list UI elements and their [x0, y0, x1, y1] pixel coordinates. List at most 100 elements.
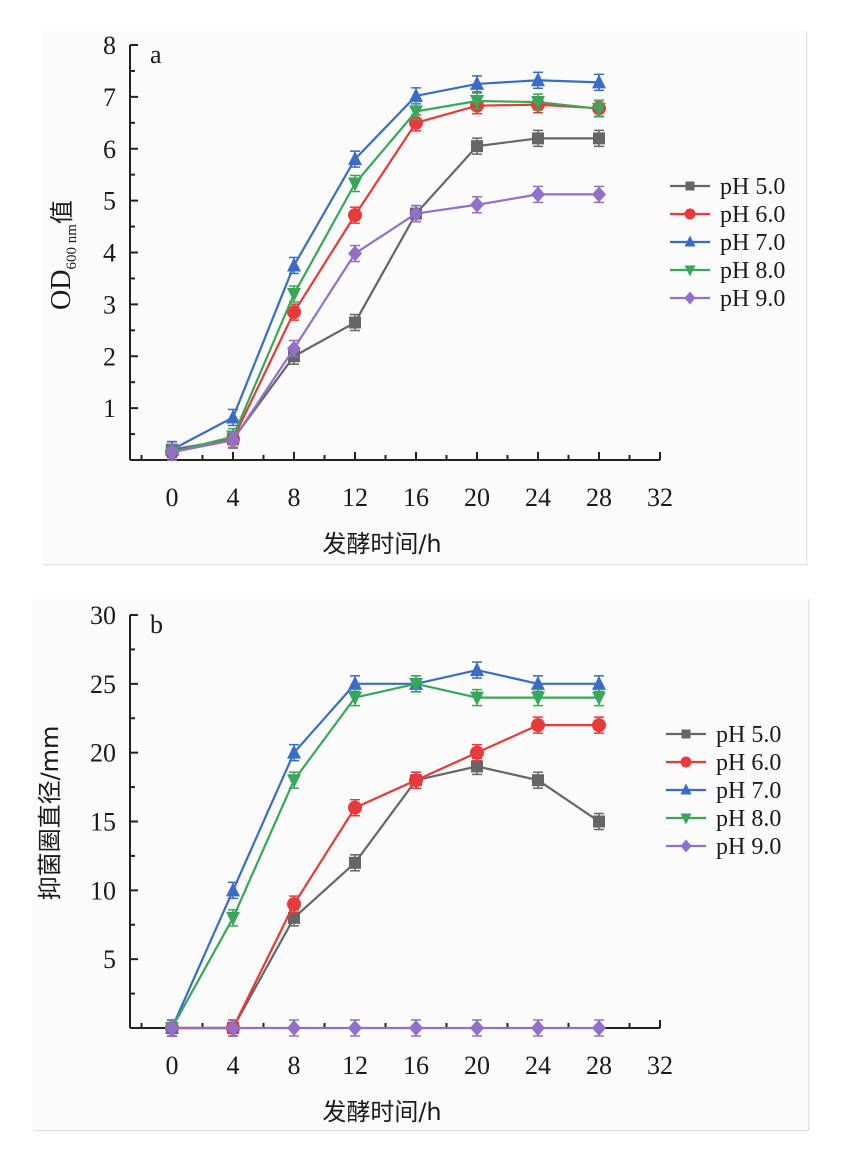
data-point [348, 1020, 362, 1036]
x-tick-label: 8 [288, 483, 301, 512]
data-point [592, 186, 606, 203]
legend-label: pH 9.0 [716, 834, 781, 860]
series-pH-7-0 [165, 661, 606, 1037]
x-tick-label: 24 [525, 483, 551, 512]
data-point [287, 340, 301, 357]
x-tick-label: 28 [586, 1051, 612, 1080]
x-tick-label: 20 [464, 483, 490, 512]
legend-marker [685, 181, 695, 191]
data-point [592, 102, 606, 117]
data-point [592, 675, 606, 690]
series-line [171, 99, 600, 454]
legend-label: pH 5.0 [716, 722, 781, 748]
series-line [172, 724, 599, 1030]
chart-panel-b: 5 10 15 20 25 30 0 4 8 12 16 20 24 28 32 b 发酵时间/h 抑菌圈直径/m… [32, 598, 808, 1130]
legend-marker [681, 729, 691, 739]
data-point [288, 911, 300, 924]
x-tick-label: 16 [403, 483, 429, 512]
series-pH-9-0 [165, 185, 606, 461]
series-line [170, 668, 599, 1029]
data-point [348, 800, 362, 815]
data-point [531, 1020, 545, 1036]
x-tick-label: 4 [227, 1051, 240, 1080]
legend-label: pH 7.0 [720, 230, 785, 256]
legend-marker [680, 813, 692, 825]
series-pH-9-0 [165, 1019, 606, 1037]
series-pH-5-0 [166, 757, 605, 1037]
x-tick-label: 24 [525, 1051, 551, 1080]
data-point [592, 691, 606, 706]
data-point [409, 105, 423, 120]
data-point [349, 316, 361, 329]
x-tick-label: 32 [647, 483, 673, 512]
x-tick-label: 20 [464, 1051, 490, 1080]
series-line [171, 682, 599, 1029]
series-line [171, 137, 599, 451]
panel-letter: b [150, 610, 163, 639]
y-tick-label: 15 [90, 808, 116, 837]
data-point [348, 245, 362, 262]
data-point [348, 177, 362, 192]
y-tick-label: 5 [103, 187, 116, 216]
data-point [409, 773, 423, 788]
legend-label: pH 6.0 [720, 202, 785, 228]
y-axis-title: 抑菌圈直径/mm [36, 726, 64, 901]
legend-marker [680, 839, 692, 853]
data-point [349, 856, 361, 869]
y-tick-label: 7 [103, 83, 116, 112]
series-line [172, 765, 600, 1030]
y-tick-label: 2 [103, 342, 116, 371]
data-point [531, 675, 545, 690]
legend-label: pH 5.0 [720, 174, 785, 200]
series-pH-6-0 [165, 95, 606, 461]
x-tick-label: 12 [342, 483, 368, 512]
legend-label: pH 8.0 [716, 806, 781, 832]
legend-label: pH 7.0 [716, 778, 781, 804]
series-pH-7-0 [165, 71, 606, 459]
x-tick-label: 16 [403, 1051, 429, 1080]
x-tick-label: 0 [166, 1051, 179, 1080]
data-point [287, 1020, 301, 1036]
data-point [470, 75, 484, 90]
data-point [165, 444, 179, 461]
x-tick-label: 0 [166, 483, 179, 512]
chart-panel-a: 1 2 3 4 5 6 7 8 0 4 8 12 16 20 24 28 32 a 发酵时间/h OD600 nm值 p… [42, 30, 806, 564]
x-tick-label: 12 [342, 1051, 368, 1080]
panel-letter: a [150, 40, 162, 69]
data-point [470, 691, 484, 706]
data-point [226, 432, 240, 449]
x-tick-label: 28 [586, 483, 612, 512]
series-pH-8-0 [165, 675, 606, 1037]
y-tick-label: 4 [103, 239, 116, 268]
data-point [348, 208, 362, 223]
legend-marker [684, 208, 696, 220]
data-point [409, 87, 423, 102]
data-point [226, 1020, 240, 1036]
y-tick-label: 10 [90, 876, 116, 905]
data-point [287, 257, 301, 272]
data-point [532, 132, 544, 145]
data-point [409, 1020, 423, 1036]
data-point [592, 74, 606, 89]
y-tick-label: 1 [103, 394, 116, 423]
data-point [532, 774, 544, 787]
y-tick-label: 25 [90, 670, 116, 699]
data-point [592, 718, 606, 733]
data-point [470, 196, 484, 213]
data-point [531, 72, 545, 87]
data-point [470, 662, 484, 677]
data-point [226, 911, 240, 926]
data-point [287, 744, 301, 759]
x-tick-label: 8 [288, 1051, 301, 1080]
data-point [287, 774, 301, 789]
series-pH-6-0 [165, 716, 606, 1037]
series-pH-8-0 [165, 92, 606, 461]
data-point [593, 132, 605, 145]
y-tick-label: 6 [103, 135, 116, 164]
inhibition-zone-chart: 5 10 15 20 25 30 0 4 8 12 16 20 24 28 32 b 发酵时间/h 抑菌圈直径/m… [36, 601, 781, 1126]
y-tick-label: 8 [103, 31, 116, 60]
data-point [531, 96, 545, 111]
data-point [470, 95, 484, 110]
data-point [531, 691, 545, 706]
